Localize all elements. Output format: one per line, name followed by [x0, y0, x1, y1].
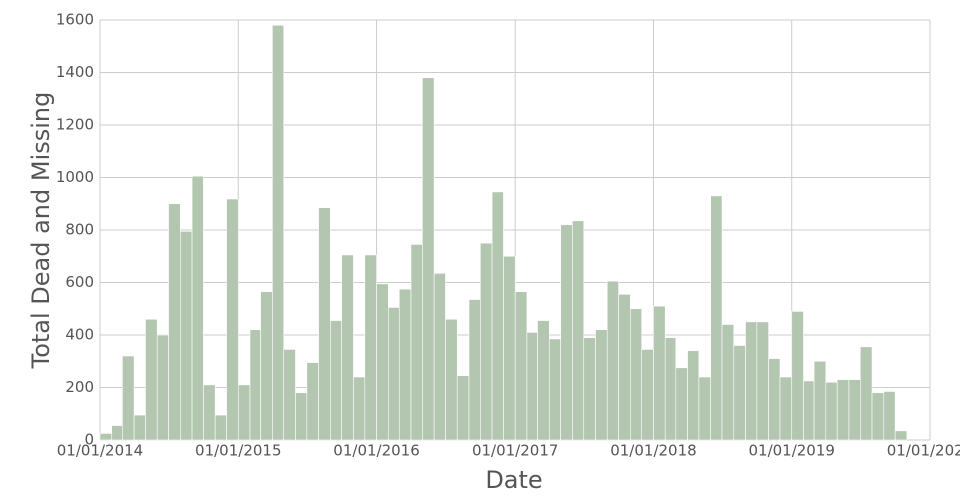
- y-tick-label: 200: [65, 378, 94, 396]
- bar: [156, 334, 169, 441]
- bar: [330, 320, 342, 441]
- bar: [560, 224, 573, 441]
- x-tick-label: 01/01/2015: [195, 442, 281, 460]
- x-tick-label: 01/01/2016: [333, 442, 419, 460]
- bar: [548, 338, 561, 441]
- bar: [894, 430, 908, 441]
- bar: [145, 318, 158, 441]
- bar: [572, 220, 585, 441]
- bar: [480, 242, 493, 441]
- bar: [803, 380, 815, 441]
- bar: [191, 175, 204, 441]
- bar: [341, 254, 354, 441]
- bar: [859, 346, 873, 441]
- bar: [756, 321, 769, 441]
- bar: [122, 355, 135, 441]
- bar: [848, 379, 861, 441]
- x-axis-title: Date: [485, 466, 542, 494]
- bar: [606, 280, 619, 441]
- bar: [318, 207, 331, 441]
- bar: [583, 337, 596, 441]
- y-tick-label: 1400: [56, 63, 94, 81]
- bar: [99, 433, 113, 441]
- bar: [260, 291, 273, 441]
- bar: [180, 231, 193, 441]
- x-tick-label: 01/01/2014: [57, 442, 143, 460]
- bar: [641, 349, 654, 441]
- bar: [664, 337, 677, 441]
- bar: [456, 375, 470, 441]
- bar: [883, 391, 896, 441]
- bar: [595, 329, 608, 441]
- bar: [203, 384, 216, 441]
- bar: [410, 244, 423, 441]
- y-tick-label: 600: [65, 273, 94, 291]
- bar: [272, 24, 285, 441]
- x-tick-label: 01/01/2017: [472, 442, 558, 460]
- bar: [825, 381, 838, 441]
- bar: [813, 360, 827, 441]
- x-tick-label: 01/01/2019: [748, 442, 834, 460]
- y-axis-title: Total Dead and Missing: [27, 92, 55, 370]
- bar: [768, 358, 781, 441]
- bar: [791, 311, 804, 441]
- bar: [698, 376, 711, 441]
- bar: [779, 376, 793, 441]
- bar: [537, 320, 550, 441]
- bar: [306, 362, 319, 441]
- y-tick-label: 800: [65, 221, 94, 239]
- bar: [433, 273, 446, 441]
- bar: [710, 195, 723, 441]
- bar: [214, 414, 227, 441]
- bar: [376, 283, 389, 441]
- bar: [836, 379, 850, 441]
- y-tick-label: 1000: [56, 168, 94, 186]
- y-tick-label: 0: [84, 431, 94, 449]
- bar: [353, 376, 366, 441]
- bar: [526, 332, 538, 441]
- bar: [721, 324, 735, 441]
- bar: [514, 291, 528, 441]
- bar: [491, 191, 504, 441]
- bar: [733, 345, 746, 441]
- bar: [445, 318, 458, 441]
- bar: [133, 414, 146, 441]
- bar: [283, 349, 296, 441]
- bar: [675, 367, 688, 441]
- bar: [630, 308, 643, 441]
- bar: [249, 329, 261, 441]
- x-tick-label: 01/01/2020: [887, 442, 960, 460]
- bar: [422, 77, 435, 441]
- bar: [503, 255, 516, 441]
- bar: [745, 321, 758, 441]
- bar: [653, 305, 666, 441]
- bar: [364, 254, 377, 441]
- bar: [468, 299, 481, 441]
- bar: [237, 384, 251, 441]
- bar: [618, 294, 631, 441]
- bar: [398, 288, 412, 441]
- bar: [111, 425, 123, 441]
- bar: [295, 392, 308, 441]
- bar: [226, 198, 239, 441]
- y-tick-label: 400: [65, 326, 94, 344]
- y-tick-label: 1200: [56, 116, 94, 134]
- bar: [871, 392, 885, 441]
- y-tick-label: 1600: [56, 11, 94, 29]
- bar: [387, 307, 400, 441]
- x-tick-label: 01/01/2018: [610, 442, 696, 460]
- bar: [687, 350, 700, 441]
- bar: [168, 203, 181, 441]
